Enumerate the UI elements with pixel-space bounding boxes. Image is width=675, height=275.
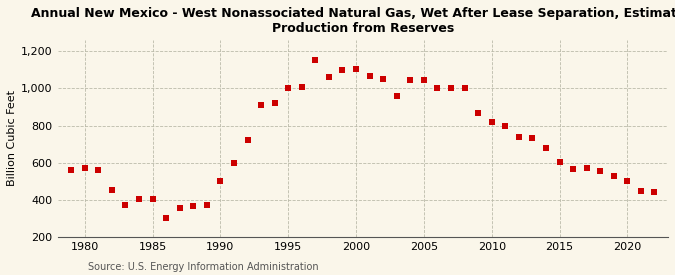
- Y-axis label: Billion Cubic Feet: Billion Cubic Feet: [7, 90, 17, 186]
- Point: [229, 160, 240, 165]
- Point: [269, 101, 280, 106]
- Point: [215, 179, 225, 183]
- Point: [418, 78, 429, 82]
- Point: [622, 179, 632, 183]
- Point: [93, 168, 104, 172]
- Point: [541, 145, 551, 150]
- Point: [161, 216, 171, 220]
- Point: [472, 111, 483, 116]
- Point: [568, 167, 578, 171]
- Point: [500, 123, 511, 128]
- Point: [364, 74, 375, 79]
- Title: Annual New Mexico - West Nonassociated Natural Gas, Wet After Lease Separation, : Annual New Mexico - West Nonassociated N…: [31, 7, 675, 35]
- Point: [486, 120, 497, 124]
- Point: [296, 84, 307, 89]
- Text: Source: U.S. Energy Information Administration: Source: U.S. Energy Information Administ…: [88, 262, 319, 272]
- Point: [323, 75, 334, 79]
- Point: [147, 197, 158, 201]
- Point: [446, 85, 456, 90]
- Point: [120, 203, 131, 207]
- Point: [310, 57, 321, 62]
- Point: [350, 67, 361, 71]
- Point: [107, 188, 117, 192]
- Point: [595, 169, 605, 173]
- Point: [459, 86, 470, 91]
- Point: [65, 168, 76, 172]
- Point: [636, 189, 647, 194]
- Point: [174, 206, 185, 210]
- Point: [256, 103, 267, 107]
- Point: [337, 68, 348, 72]
- Point: [80, 166, 90, 170]
- Point: [283, 85, 294, 90]
- Point: [134, 197, 144, 201]
- Point: [405, 78, 416, 82]
- Point: [242, 138, 253, 142]
- Point: [201, 203, 212, 207]
- Point: [649, 190, 660, 194]
- Point: [581, 166, 592, 170]
- Point: [392, 94, 402, 98]
- Point: [527, 135, 538, 140]
- Point: [608, 174, 619, 179]
- Point: [378, 77, 389, 81]
- Point: [188, 204, 198, 208]
- Point: [432, 85, 443, 90]
- Point: [514, 134, 524, 139]
- Point: [554, 160, 565, 164]
